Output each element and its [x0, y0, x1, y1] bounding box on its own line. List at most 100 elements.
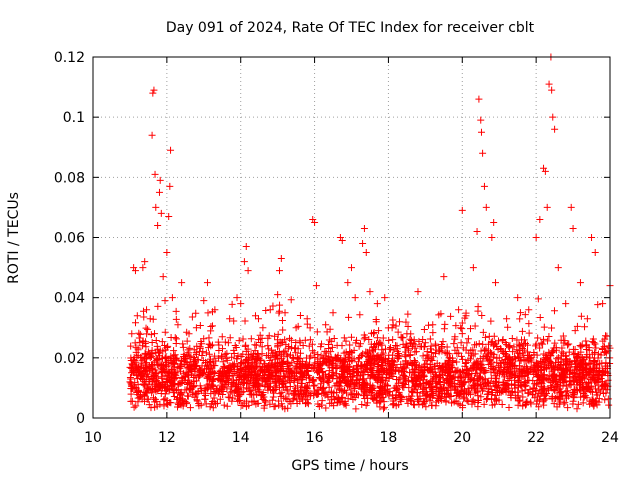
data-point [594, 301, 602, 309]
data-point [503, 315, 511, 323]
data-point [361, 394, 369, 402]
data-point [230, 389, 238, 397]
data-point [559, 382, 567, 390]
data-point [402, 378, 410, 386]
data-point [128, 360, 136, 368]
data-point [570, 385, 578, 393]
data-point [582, 361, 590, 369]
data-point [261, 367, 269, 375]
data-point [156, 176, 164, 184]
data-point [458, 319, 466, 327]
data-point [265, 332, 273, 340]
data-point [237, 300, 245, 308]
data-point [127, 354, 135, 362]
data-point [251, 367, 259, 375]
data-point [411, 365, 419, 373]
x-tick-label: 16 [306, 430, 324, 446]
data-point [390, 358, 398, 366]
data-point [161, 342, 169, 350]
data-point [147, 353, 155, 361]
data-point [469, 396, 477, 404]
data-point [485, 357, 493, 365]
data-point [472, 387, 480, 395]
data-point [148, 131, 156, 139]
data-point [290, 378, 298, 386]
data-point [344, 395, 352, 403]
data-point [180, 373, 188, 381]
data-point [397, 333, 405, 341]
data-point [350, 355, 358, 363]
data-point [551, 125, 559, 133]
data-point [590, 356, 598, 364]
data-point [350, 366, 358, 374]
data-point [287, 296, 295, 304]
data-point [450, 340, 458, 348]
data-point [357, 340, 365, 348]
data-point [243, 380, 251, 388]
data-point [435, 348, 443, 356]
data-point [196, 347, 204, 355]
data-point [303, 384, 311, 392]
data-point [216, 367, 224, 375]
data-point [375, 339, 383, 347]
data-point [426, 364, 434, 372]
data-point [347, 333, 355, 341]
data-point [146, 377, 154, 385]
data-point [354, 358, 362, 366]
data-point [404, 310, 412, 318]
data-point [318, 397, 326, 405]
data-point [392, 367, 400, 375]
data-point [480, 182, 488, 190]
data-point [328, 343, 336, 351]
data-point [514, 392, 522, 400]
data-point [577, 393, 585, 401]
x-tick-label: 20 [453, 430, 471, 446]
data-point [183, 337, 191, 345]
data-point [379, 349, 387, 357]
data-point [507, 394, 515, 402]
data-point [573, 405, 581, 413]
data-point [549, 113, 557, 121]
data-point [233, 294, 241, 302]
data-point [533, 397, 541, 405]
data-point [199, 356, 207, 364]
data-point [187, 353, 195, 361]
data-point [442, 398, 450, 406]
data-point [539, 335, 547, 343]
data-point [434, 365, 442, 373]
data-point [267, 367, 275, 375]
data-point [586, 354, 594, 362]
data-point [550, 307, 558, 315]
data-point [316, 361, 324, 369]
data-point [341, 354, 349, 362]
data-point [364, 356, 372, 364]
data-point [458, 330, 466, 338]
data-point [161, 328, 169, 336]
data-point [166, 376, 174, 384]
data-point [325, 367, 333, 375]
y-tick-label: 0.02 [54, 351, 85, 367]
data-point [529, 388, 537, 396]
data-point [583, 351, 591, 359]
data-point [312, 282, 320, 290]
data-point [236, 376, 244, 384]
data-point [396, 374, 404, 382]
data-point [374, 340, 382, 348]
data-point [538, 380, 546, 388]
data-point [230, 360, 238, 368]
data-point [479, 149, 487, 157]
data-point [267, 379, 275, 387]
data-point [281, 336, 289, 344]
data-point [560, 369, 568, 377]
data-point [207, 385, 215, 393]
data-point [340, 334, 348, 342]
data-point [525, 389, 533, 397]
data-point [375, 327, 383, 335]
data-point [271, 385, 279, 393]
data-point [441, 349, 449, 357]
data-point [220, 362, 228, 370]
data-point [239, 379, 247, 387]
data-point [210, 394, 218, 402]
data-point [422, 384, 430, 392]
data-point [573, 322, 581, 330]
